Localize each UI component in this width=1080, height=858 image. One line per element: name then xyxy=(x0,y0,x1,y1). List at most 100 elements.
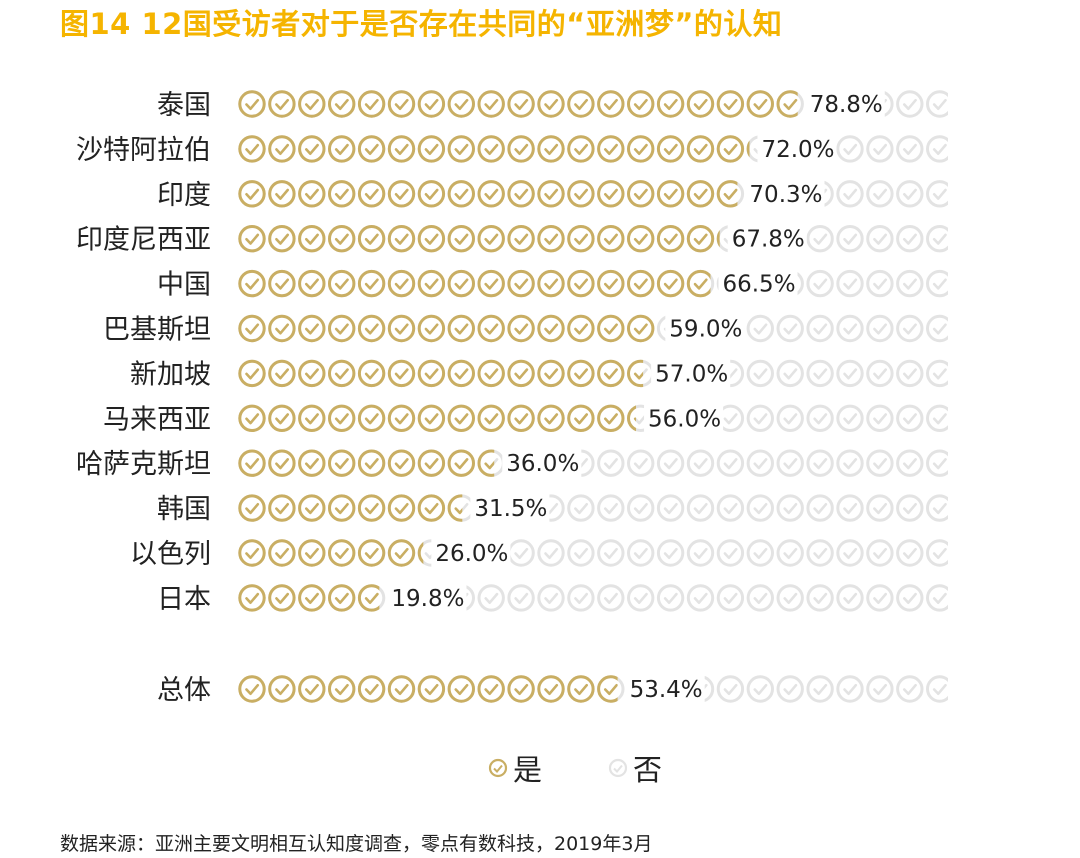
icon-yes xyxy=(447,135,475,163)
icon-yes xyxy=(597,180,625,208)
icon-yes xyxy=(537,404,565,432)
icon-yes xyxy=(298,494,326,522)
icon-no xyxy=(926,449,948,477)
value-label-bg xyxy=(718,268,798,299)
legend-no-label: 否 xyxy=(633,753,663,787)
icon-no xyxy=(957,182,981,206)
value-label: 19.8% xyxy=(391,586,464,612)
icon-yes xyxy=(597,269,625,298)
chart-row: 72.0% 沙特阿拉伯 xyxy=(76,133,981,166)
icon-yes xyxy=(238,90,266,118)
icon-no xyxy=(836,269,864,298)
icon-yes xyxy=(477,90,505,118)
icon-no xyxy=(836,675,864,703)
icon-no xyxy=(957,677,981,701)
category-label: 印度尼西亚 xyxy=(76,225,211,256)
icon-yes xyxy=(357,675,386,703)
bar-value xyxy=(238,314,655,343)
icon-yes xyxy=(357,225,386,253)
value-label: 72.0% xyxy=(761,137,834,163)
icon-no xyxy=(716,539,745,567)
icon-no xyxy=(746,494,774,522)
icon-yes xyxy=(686,225,715,253)
icon-no xyxy=(926,494,948,522)
icon-yes xyxy=(597,359,625,388)
value-label-bg xyxy=(470,493,550,524)
icon-yes xyxy=(477,135,505,163)
icon-yes xyxy=(417,404,446,432)
icon-no xyxy=(957,92,981,116)
icon-no xyxy=(896,449,924,477)
icon-no xyxy=(896,584,924,612)
icon-yes xyxy=(537,90,565,118)
value-label-bg xyxy=(502,448,582,479)
icon-no xyxy=(957,137,981,161)
icon-no xyxy=(776,675,804,703)
icon-no xyxy=(627,584,655,612)
icon-no xyxy=(957,451,981,475)
icon-yes xyxy=(627,314,655,343)
icon-yes xyxy=(328,584,356,612)
icon-yes xyxy=(597,225,625,253)
icon-no xyxy=(926,180,948,208)
icon-yes xyxy=(597,314,625,343)
icon-no xyxy=(806,359,834,388)
bar-value xyxy=(238,539,424,567)
icon-no xyxy=(896,225,924,253)
icon-no xyxy=(866,539,894,567)
icon-yes xyxy=(268,135,296,163)
icon-yes xyxy=(507,135,535,163)
icon-yes xyxy=(328,180,356,208)
icon-yes xyxy=(477,404,505,432)
icon-yes xyxy=(387,90,416,118)
icon-no xyxy=(686,494,715,522)
icon-no xyxy=(686,449,715,477)
icon-no xyxy=(836,359,864,388)
icon-no xyxy=(896,180,924,208)
icon-yes xyxy=(567,404,595,432)
icon-yes xyxy=(507,314,535,343)
icon-yes xyxy=(447,675,475,703)
icon-yes xyxy=(507,269,535,298)
icon-yes xyxy=(597,404,625,432)
value-label-bg xyxy=(651,358,731,389)
value-label-bg xyxy=(387,582,467,613)
value-label: 56.0% xyxy=(648,406,721,432)
icon-yes xyxy=(357,135,386,163)
icon-no xyxy=(776,314,804,343)
icon-yes xyxy=(238,359,266,388)
icon-yes xyxy=(387,494,416,522)
icon-no xyxy=(836,225,864,253)
category-label: 沙特阿拉伯 xyxy=(76,135,211,166)
icon-yes xyxy=(387,404,416,432)
icon-yes xyxy=(387,314,416,343)
icon-yes xyxy=(447,225,475,253)
category-label: 马来西亚 xyxy=(103,404,211,435)
chart-row: 53.4% 总体 xyxy=(157,674,981,706)
icon-yes xyxy=(417,90,446,118)
icon-yes xyxy=(656,225,685,253)
icon-no xyxy=(866,359,894,388)
icon-no xyxy=(686,584,715,612)
icon-no xyxy=(957,316,981,340)
value-label-bg xyxy=(625,674,705,704)
icon-yes xyxy=(417,359,446,388)
value-label-bg xyxy=(757,133,837,164)
icon-no xyxy=(957,541,981,565)
icon-yes xyxy=(567,135,595,163)
icon-no xyxy=(776,584,804,612)
icon-yes xyxy=(627,225,655,253)
icon-yes xyxy=(387,539,416,567)
icon-yes xyxy=(328,404,356,432)
icon-no xyxy=(957,586,981,610)
bar-value xyxy=(238,90,798,118)
icon-yes xyxy=(627,90,655,118)
icon-yes xyxy=(357,494,386,522)
category-label: 总体 xyxy=(157,675,211,706)
source-note: 数据来源：亚洲主要文明相互认知度调查，零点有数科技，2019年3月 xyxy=(60,833,653,855)
icon-yes xyxy=(357,539,386,567)
icon-yes xyxy=(298,404,326,432)
icon-no xyxy=(686,539,715,567)
icon-yes xyxy=(238,314,266,343)
icon-no xyxy=(627,449,655,477)
